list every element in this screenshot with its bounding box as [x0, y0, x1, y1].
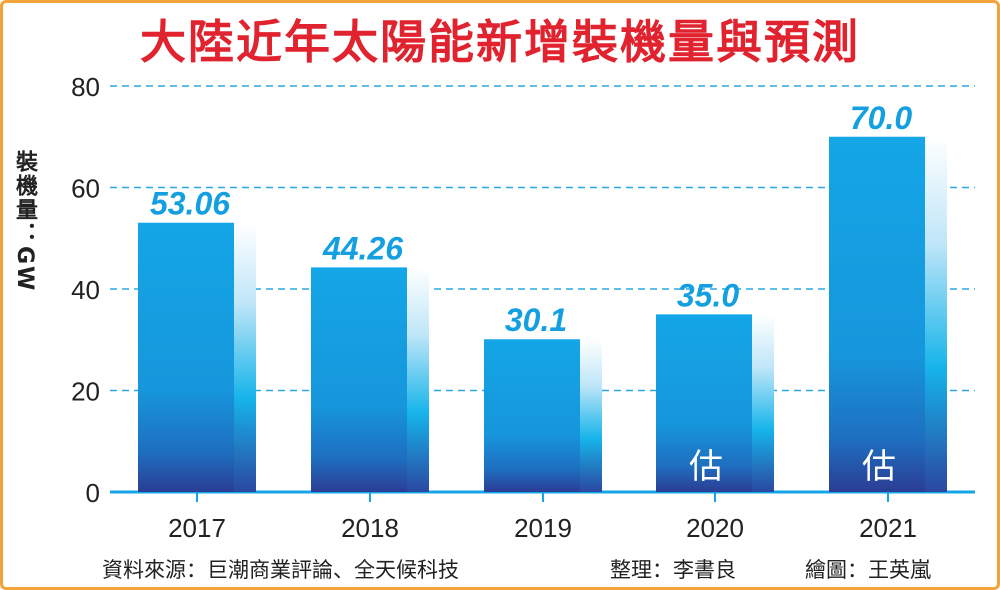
x-tick-label: 2020: [686, 513, 744, 543]
bar-value-label: 44.26: [322, 230, 403, 266]
source-note: 資料來源：巨潮商業評論、全天候科技: [102, 558, 459, 582]
bar-highlight: [925, 136, 947, 492]
y-tick-label: 80: [71, 72, 100, 102]
x-tick-label: 2019: [514, 513, 572, 543]
y-tick-label: 20: [71, 377, 100, 407]
x-tick-label: 2018: [341, 513, 399, 543]
y-tick-label: 40: [71, 275, 100, 305]
graphic-by-note: 繪圖：王英嵐: [805, 558, 931, 582]
estimate-note: 估: [689, 447, 723, 487]
bar-value-label: 53.06: [150, 186, 230, 222]
bar-highlight: [752, 314, 774, 492]
bar-value-label: 70.0: [850, 100, 912, 136]
y-tick-label: 0: [86, 478, 100, 508]
chart-title: 大陸近年太陽能新增裝機量與預測: [140, 15, 860, 69]
bar: [656, 314, 752, 492]
bar-highlight: [580, 339, 602, 492]
estimate-note: 估: [862, 447, 896, 487]
x-tick-label: 2017: [168, 513, 226, 543]
x-tick-label: 2021: [859, 513, 917, 543]
bar-value-label: 35.0: [677, 277, 739, 313]
bar-highlight: [234, 222, 256, 492]
bar: [829, 136, 925, 492]
bar-highlight: [407, 267, 429, 492]
compiled-by-note: 整理：李書良: [610, 558, 736, 582]
y-tick-label: 60: [71, 174, 100, 204]
y-axis-label: 裝機量：GW: [12, 150, 37, 293]
bar-value-label: 30.1: [505, 302, 567, 338]
bar: [138, 222, 234, 492]
bar: [311, 267, 407, 492]
bar: [484, 339, 580, 492]
